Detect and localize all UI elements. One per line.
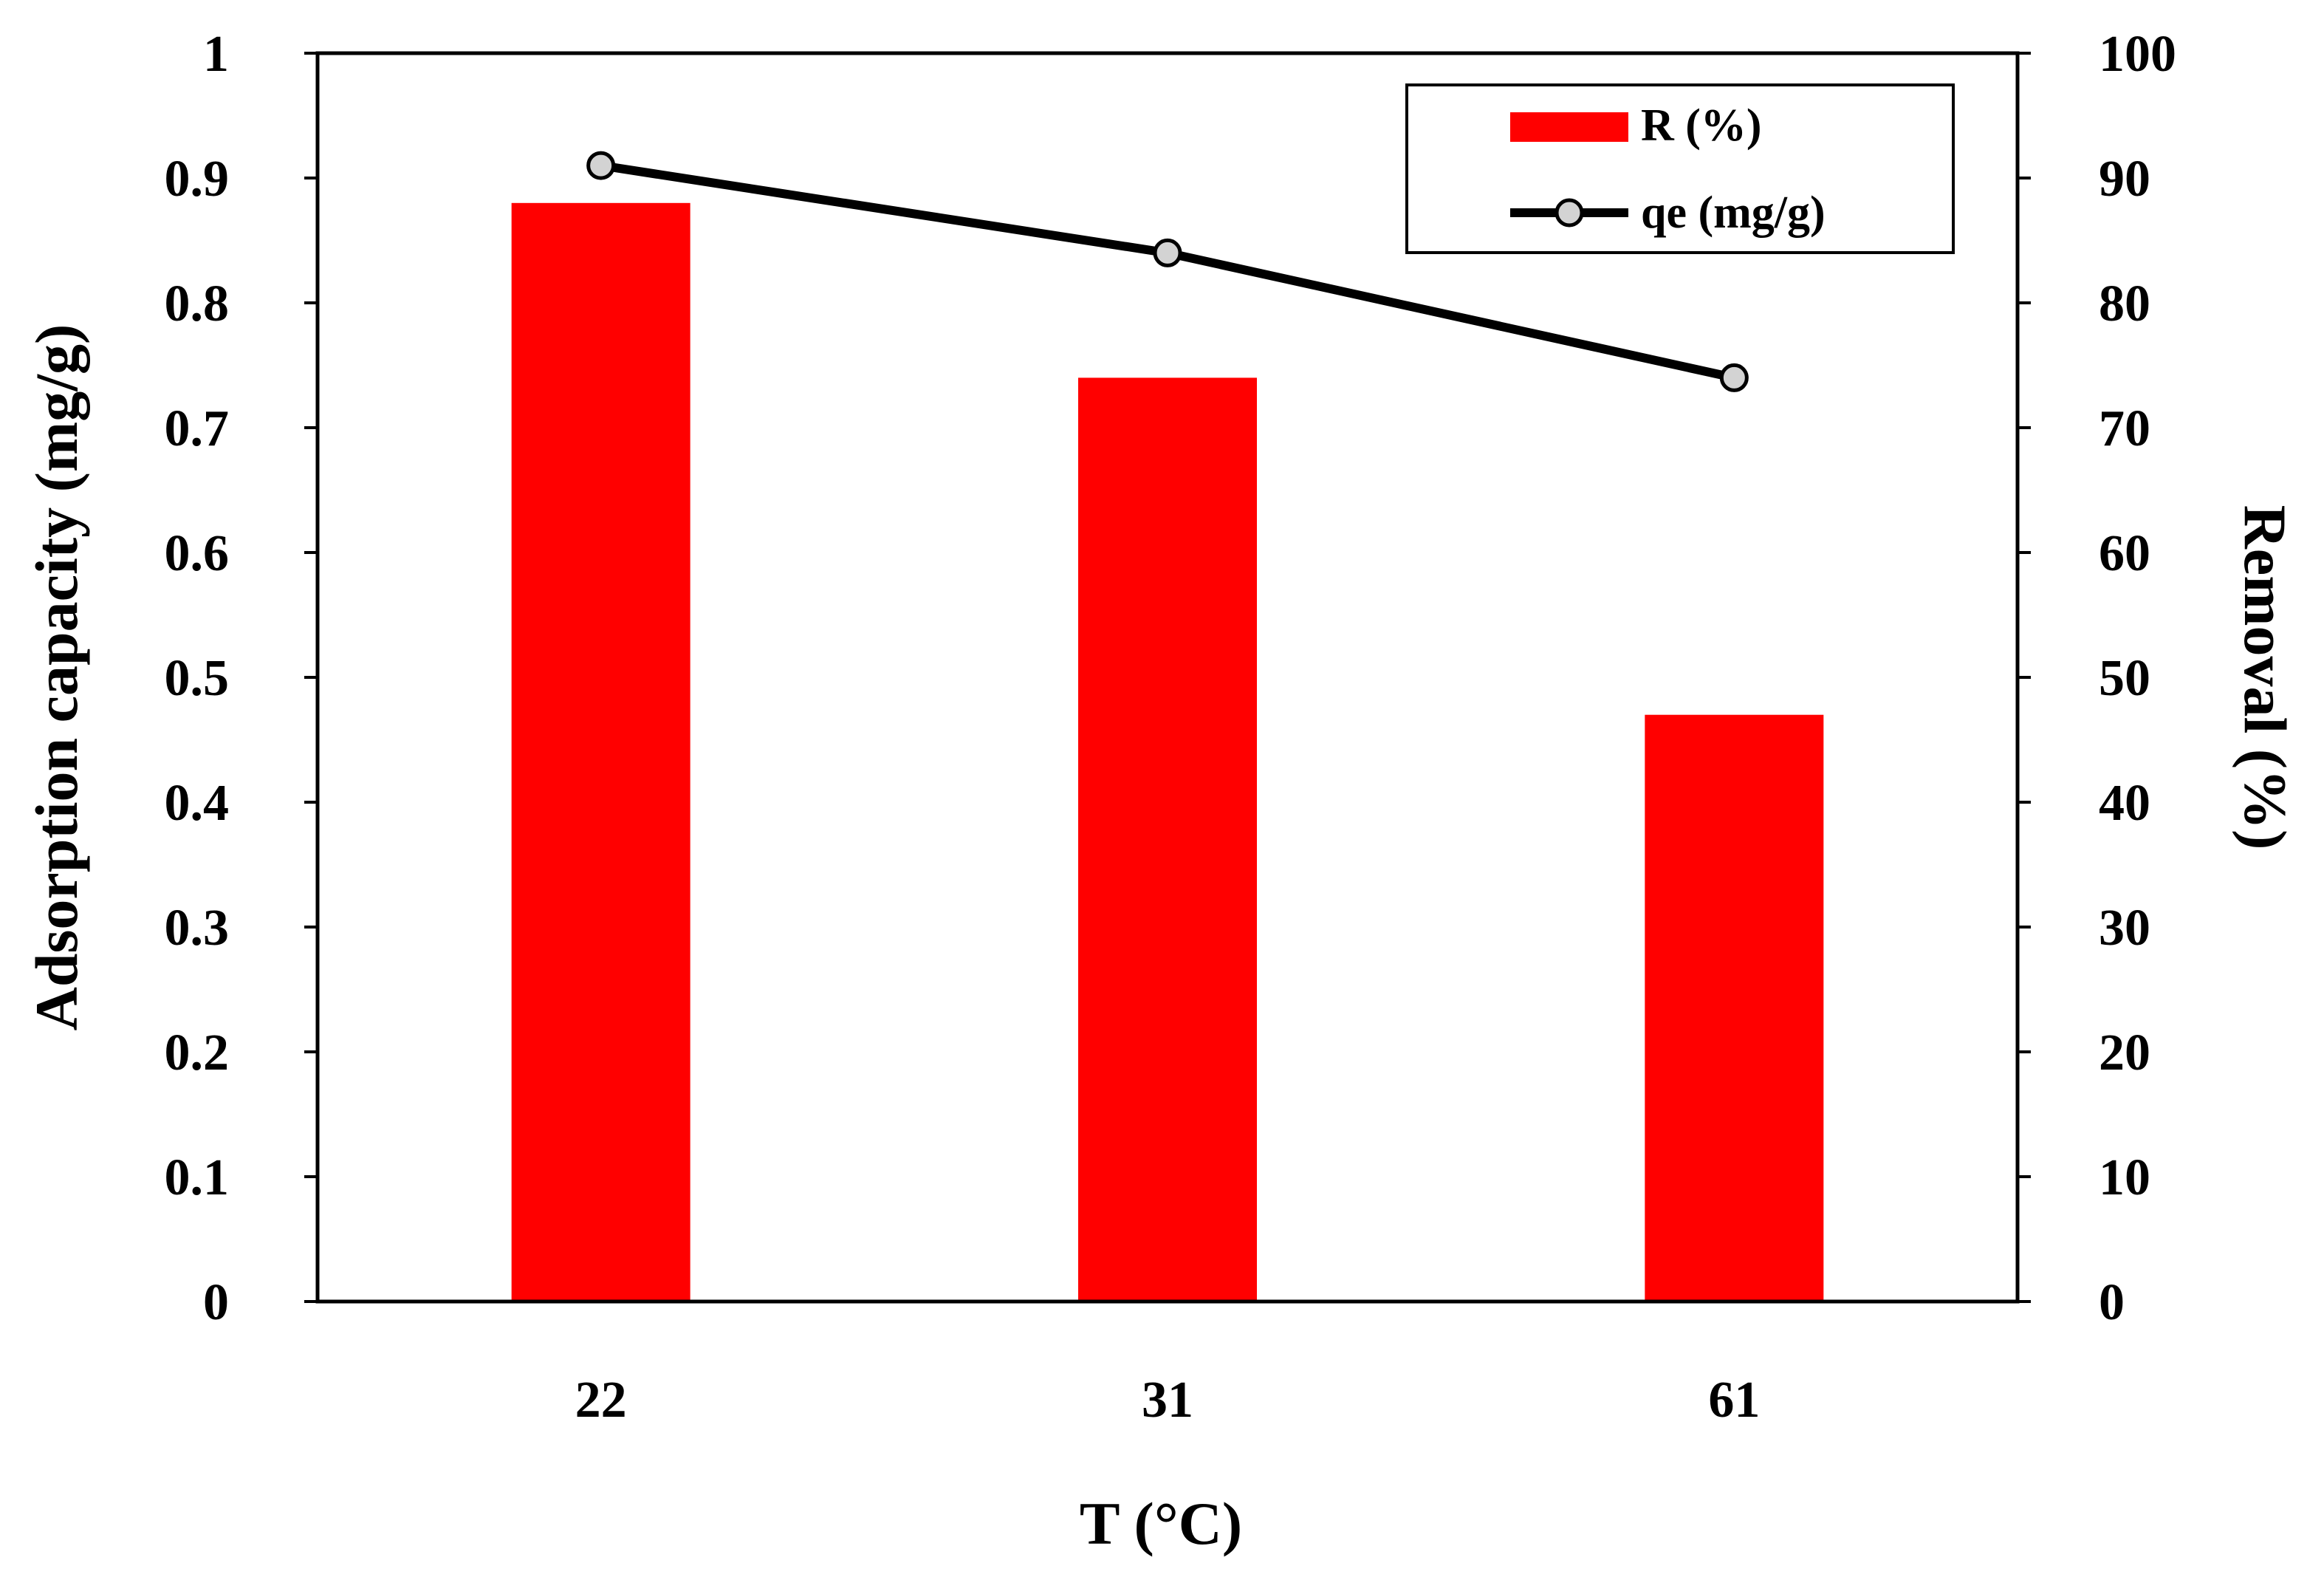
x-tick-label: 22 bbox=[575, 1372, 627, 1429]
right-tick-label: 30 bbox=[2099, 900, 2150, 957]
left-tick-label: 0.3 bbox=[165, 900, 230, 957]
line-series bbox=[586, 151, 1749, 392]
x-axis-title: T (°C) bbox=[1080, 1490, 1242, 1557]
right-tick-label: 100 bbox=[2099, 26, 2176, 83]
left-tick-label: 0.4 bbox=[165, 775, 230, 832]
legend-box bbox=[1405, 83, 1955, 254]
right-tick-label: 50 bbox=[2099, 650, 2150, 707]
right-tick-label: 60 bbox=[2099, 525, 2150, 582]
right-tick-label: 10 bbox=[2099, 1149, 2150, 1206]
bar bbox=[1645, 714, 1824, 1302]
right-tick-label: 0 bbox=[2099, 1274, 2125, 1331]
right-axis-title: Removal (%) bbox=[2232, 505, 2299, 850]
qe-point bbox=[1153, 238, 1182, 267]
legend-line-marker bbox=[1555, 198, 1584, 228]
left-tick-label: 0.1 bbox=[165, 1149, 230, 1206]
legend-bar-swatch bbox=[1510, 112, 1628, 142]
left-tick-label: 0.9 bbox=[165, 151, 230, 208]
left-tick-label: 0.6 bbox=[165, 525, 230, 582]
bar-series bbox=[511, 202, 1824, 1302]
legend-label-qe: qe (mg/g) bbox=[1641, 188, 1826, 238]
qe-point bbox=[1719, 363, 1749, 392]
bar bbox=[1078, 377, 1257, 1302]
left-axis-ticks: 0 0.1 0.2 0.3 0.4 0.5 0.6 0.7 0.8 0.9 1 bbox=[165, 26, 318, 1331]
left-tick-label: 0.8 bbox=[165, 276, 230, 332]
left-tick-label: 0.5 bbox=[165, 650, 230, 707]
left-tick-label: 0 bbox=[203, 1274, 229, 1331]
legend-label-r: R (%) bbox=[1641, 100, 1762, 151]
left-axis-title: Adsorption capacity (mg/g) bbox=[23, 324, 90, 1031]
qe-point bbox=[586, 151, 616, 180]
x-tick-label: 61 bbox=[1708, 1372, 1760, 1429]
left-tick-label: 0.2 bbox=[165, 1025, 230, 1081]
bar bbox=[511, 202, 690, 1302]
right-tick-label: 90 bbox=[2099, 151, 2150, 208]
right-tick-label: 20 bbox=[2099, 1025, 2150, 1081]
legend: R (%) qe (mg/g) bbox=[1405, 83, 1955, 254]
plot-area-frame bbox=[315, 51, 2020, 1304]
x-tick-label: 31 bbox=[1142, 1372, 1193, 1429]
right-tick-label: 70 bbox=[2099, 400, 2150, 457]
left-tick-label: 1 bbox=[203, 26, 229, 83]
right-tick-label: 80 bbox=[2099, 276, 2150, 332]
left-tick-label: 0.7 bbox=[165, 400, 230, 457]
x-axis-ticks: 22 31 61 bbox=[575, 1372, 1761, 1429]
right-axis-ticks: 0 10 20 30 40 50 60 70 80 90 100 bbox=[2018, 26, 2176, 1331]
right-tick-label: 40 bbox=[2099, 775, 2150, 832]
